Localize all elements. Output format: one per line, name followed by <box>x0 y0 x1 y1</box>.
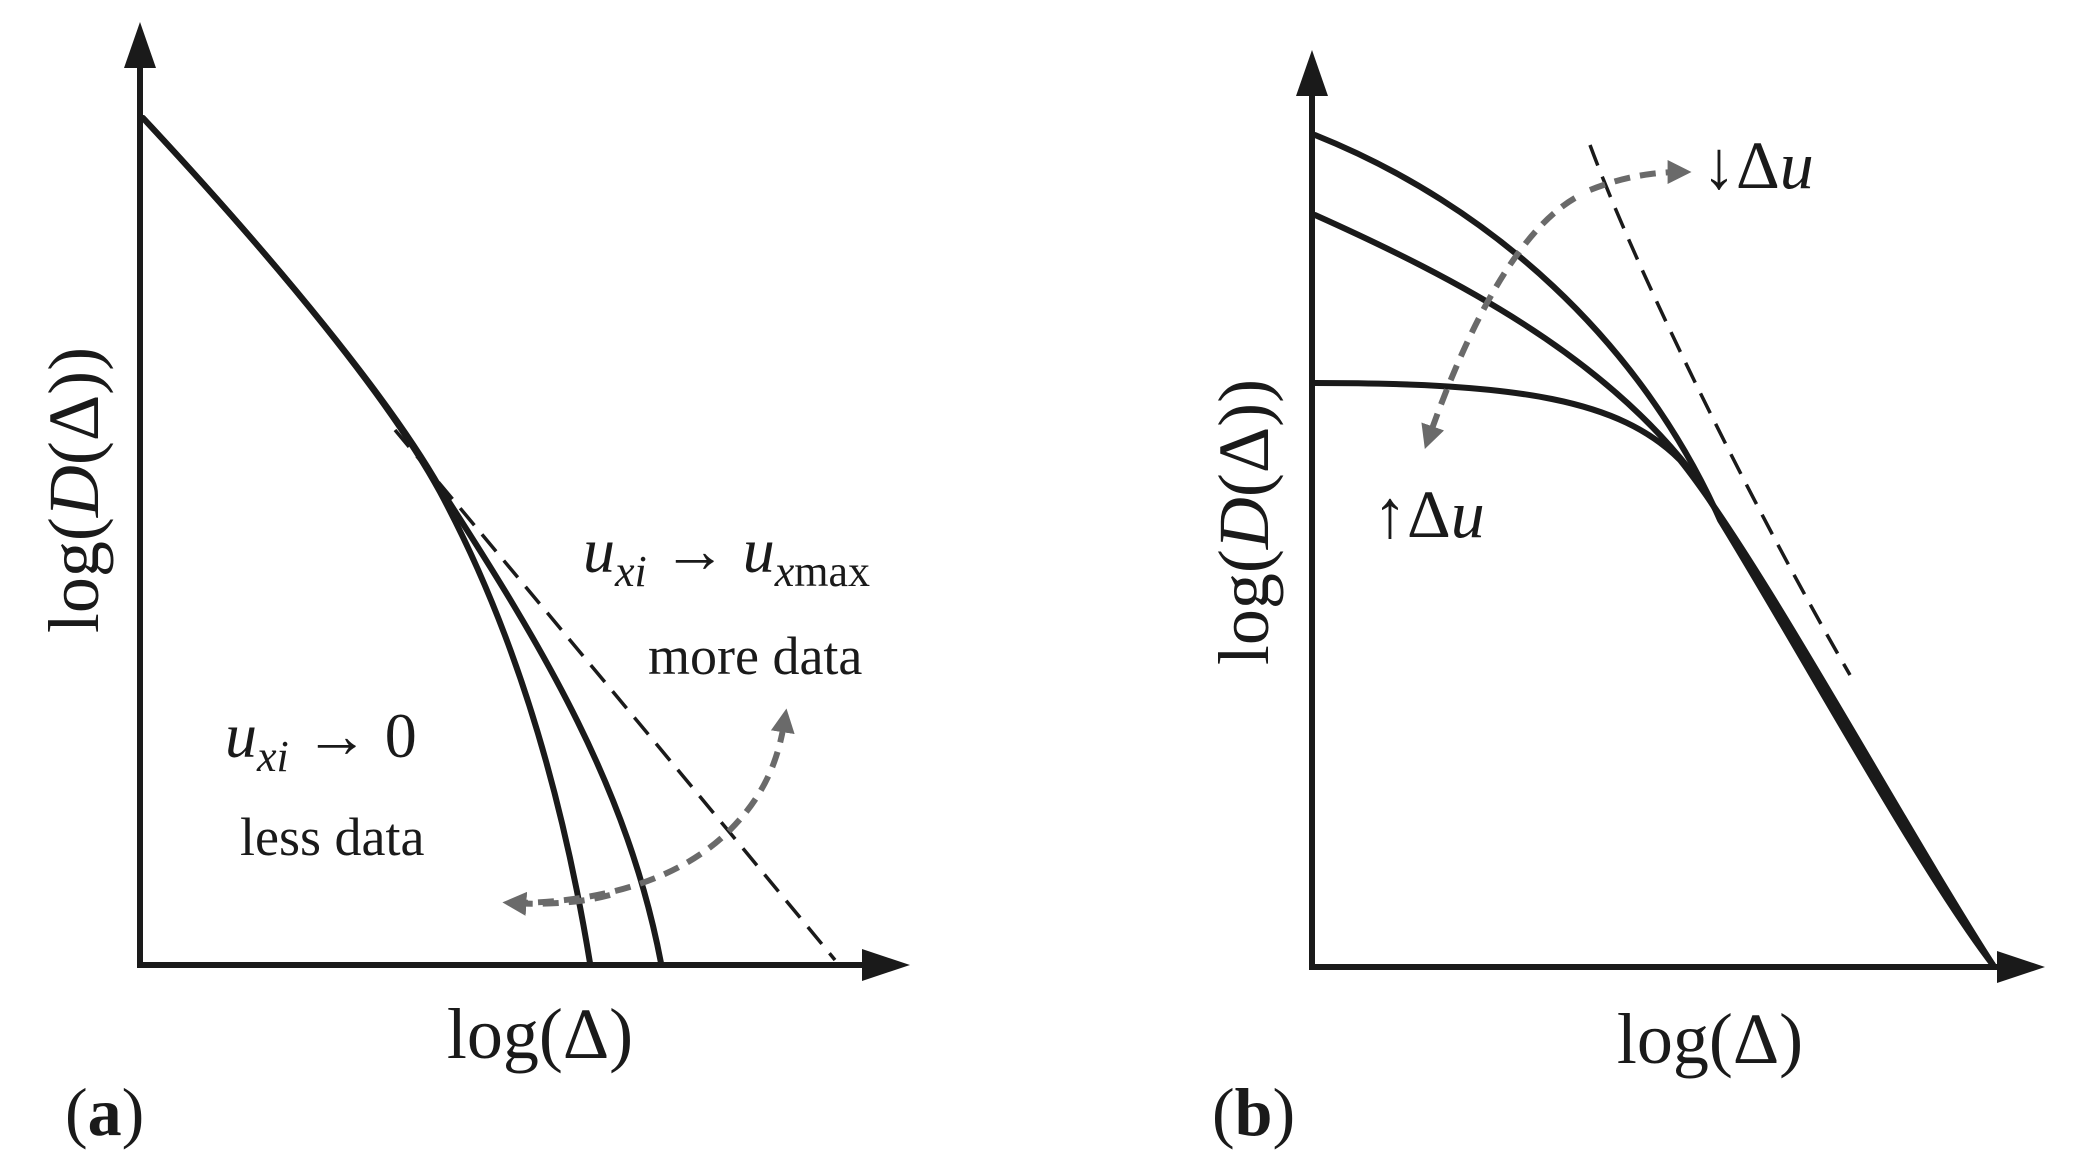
panel-b-annotation-down: ↓Δu <box>1702 127 1814 203</box>
panel-a-axes <box>124 22 910 981</box>
panel-b-x-arrowhead <box>1997 951 2045 983</box>
panel-a-x-arrowhead <box>862 949 910 981</box>
panel-a-dashed-asymptote <box>393 428 837 962</box>
panel-b: log(Δ) log(D(Δ)) ↓Δu ↑Δu (b) <box>1204 50 2045 1150</box>
panel-a-label: (a) <box>65 1074 144 1150</box>
panel-b-curve-bottom <box>1312 380 1996 968</box>
panel-b-x-label: log(Δ) <box>1617 999 1803 1079</box>
panel-b-annotation-up: ↑Δu <box>1373 476 1485 552</box>
panel-b-axes <box>1296 50 2045 983</box>
panel-a-y-label: log(D(Δ)) <box>34 347 114 633</box>
panel-b-gray-arrow-down <box>1421 195 1577 450</box>
panel-a-gray-arrow-right <box>511 708 795 906</box>
panel-b-dashed-asymptote <box>1588 144 1852 676</box>
panel-a-caption-more-data: more data <box>648 626 862 686</box>
panel-a-x-label: log(Δ) <box>447 994 633 1074</box>
panel-b-y-arrowhead <box>1296 50 1328 96</box>
panel-a: log(Δ) log(D(Δ)) uxi → 0 less data uxi →… <box>34 22 910 1150</box>
panel-b-gray-arrow-up <box>1588 160 1692 193</box>
panel-a-annotation-high: uxi → uxmax <box>583 515 870 596</box>
panel-a-caption-less-data: less data <box>240 807 424 867</box>
panel-a-y-arrowhead <box>124 22 156 68</box>
panel-a-gray-arrow-left <box>502 891 611 916</box>
panel-b-label: (b) <box>1212 1074 1295 1150</box>
panel-a-annotation-low: uxi → 0 <box>225 700 417 781</box>
panel-b-y-label: log(D(Δ)) <box>1204 379 1284 665</box>
panel-a-curve-outer <box>140 115 664 966</box>
panel-b-curve-middle <box>1312 212 1996 968</box>
